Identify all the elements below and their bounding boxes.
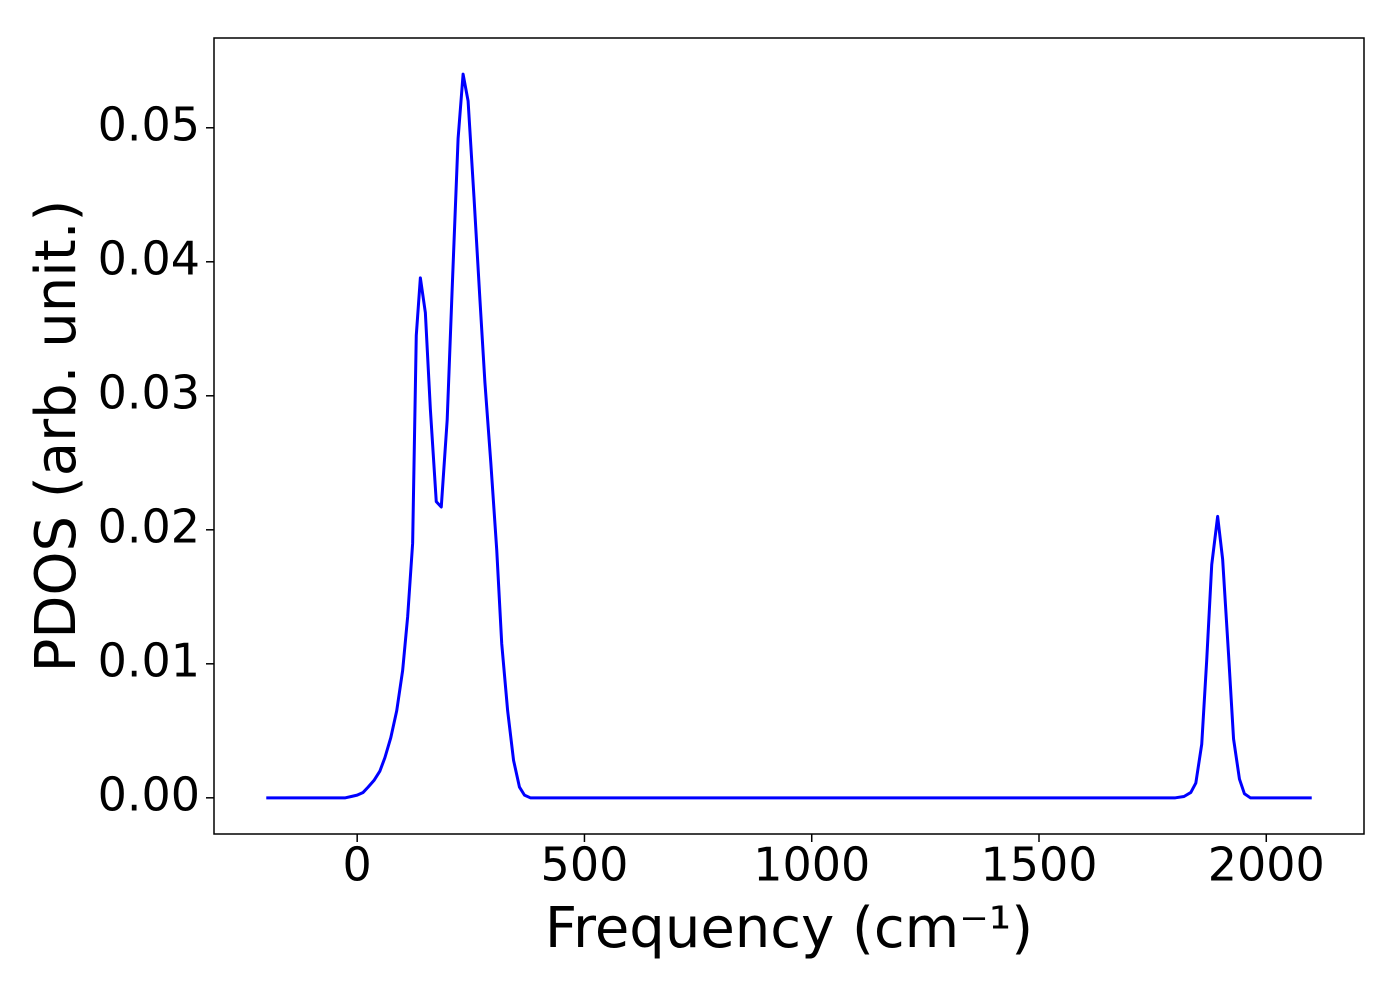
y-tick-label: 0.03: [98, 365, 200, 419]
plot-frame: [213, 37, 1365, 835]
y-tick-label: 0.05: [98, 97, 200, 151]
pdos-line: [266, 72, 1312, 800]
y-tick-label: 0.02: [98, 499, 200, 553]
x-tick-label: 1000: [753, 838, 870, 892]
x-tick-label: 2000: [1208, 838, 1325, 892]
x-tick-label: 0: [343, 838, 372, 892]
y-tick-label: 0.04: [98, 231, 200, 285]
y-axis-label: PDOS (arb. unit.): [24, 200, 89, 673]
y-tick-label: 0.01: [98, 633, 200, 687]
x-tick-label: 1500: [980, 838, 1097, 892]
x-tick-label: 500: [541, 838, 629, 892]
y-tick-label: 0.00: [98, 767, 200, 821]
x-axis-label: Frequency (cm⁻¹): [545, 896, 1033, 961]
